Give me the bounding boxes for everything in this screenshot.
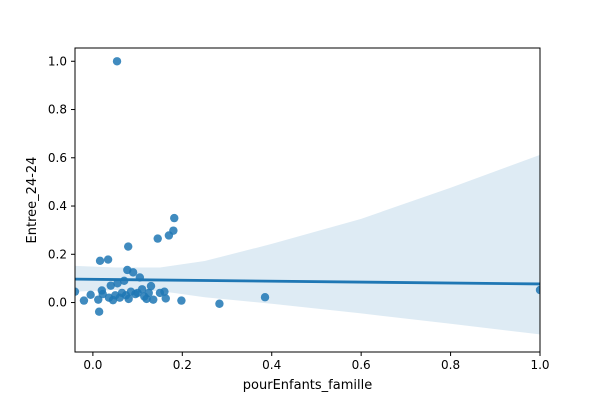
confidence-band [75, 154, 540, 335]
data-point [128, 268, 138, 277]
regression-line [74, 277, 541, 286]
data-point [146, 281, 156, 291]
data-point [170, 213, 179, 223]
points-layer [75, 57, 540, 316]
data-point [160, 287, 169, 296]
y-tick-label: 1.0 [48, 54, 67, 68]
data-point [535, 285, 540, 295]
data-point [144, 288, 153, 298]
y-axis-label: Entree_24-24 [25, 157, 40, 244]
data-point [95, 256, 105, 265]
data-point [260, 293, 270, 302]
data-point [169, 226, 178, 235]
data-point [79, 296, 89, 305]
x-ticks: 0.0 0.2 0.4 0.6 0.8 1.0 [83, 352, 550, 372]
x-tick-label: 0.4 [262, 358, 281, 372]
x-tick-label: 0.8 [441, 358, 460, 372]
data-point [124, 242, 133, 251]
x-tick-label: 1.0 [530, 358, 549, 372]
data-point [98, 289, 107, 299]
y-tick-label: 0.8 [48, 103, 67, 117]
data-point [94, 307, 104, 316]
data-point [153, 234, 162, 243]
confidence-band-layer [75, 154, 540, 335]
x-tick-label: 0.6 [352, 358, 371, 372]
x-tick-label: 0.2 [173, 358, 192, 372]
data-point [86, 290, 95, 300]
data-point [149, 295, 158, 304]
data-point [161, 294, 170, 303]
x-axis-label: pourEnfants_famille [243, 378, 372, 393]
data-point [177, 296, 186, 305]
data-point [75, 287, 80, 296]
data-point [124, 294, 133, 304]
y-ticks: 0.0 0.2 0.4 0.6 0.8 1.0 [48, 54, 75, 310]
data-point [103, 255, 113, 264]
y-tick-label: 0.0 [48, 296, 67, 310]
regression-line-layer [74, 277, 541, 286]
y-tick-label: 0.6 [48, 151, 67, 165]
data-point [137, 285, 147, 294]
y-tick-label: 0.2 [48, 247, 67, 261]
data-point [112, 57, 122, 66]
y-tick-label: 0.4 [48, 199, 67, 213]
data-point [106, 281, 115, 290]
x-tick-label: 0.0 [83, 358, 102, 372]
data-point [215, 299, 224, 308]
data-point [113, 279, 122, 288]
axes-frame [74, 47, 541, 353]
